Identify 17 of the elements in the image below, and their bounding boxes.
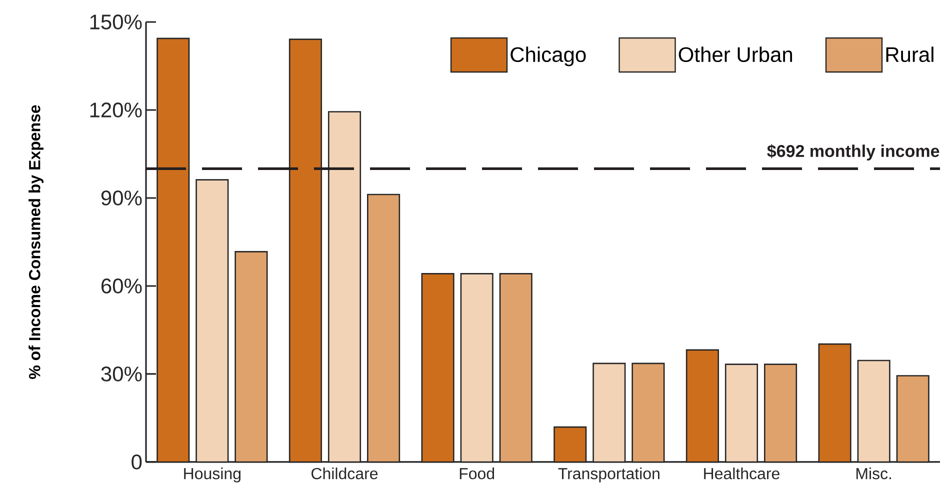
legend-label: Chicago [510,46,586,66]
x-tick-label: Childcare [312,468,378,480]
x-tick-label: Housing [184,468,240,482]
x-tick-label: Misc. [856,468,892,480]
y-tick-label: 30% [101,366,142,382]
y-tick-label: 120% [90,102,142,118]
x-tick-label: Food [460,468,494,480]
y-tick-label: 150% [90,14,142,30]
ref-line-label: $692 monthly income [767,144,940,160]
legend-label: Rural [886,46,934,62]
x-tick-label: Healthcare [704,468,780,480]
x-tick-label: Transportation [558,468,660,482]
legend-label: Other Urban [678,46,792,62]
y-tick-label: 0 [132,454,142,470]
y-tick-label: 90% [101,190,142,206]
y-axis-title: % of Income Consumed by Expense [28,105,44,379]
y-tick-label: 60% [102,278,142,294]
